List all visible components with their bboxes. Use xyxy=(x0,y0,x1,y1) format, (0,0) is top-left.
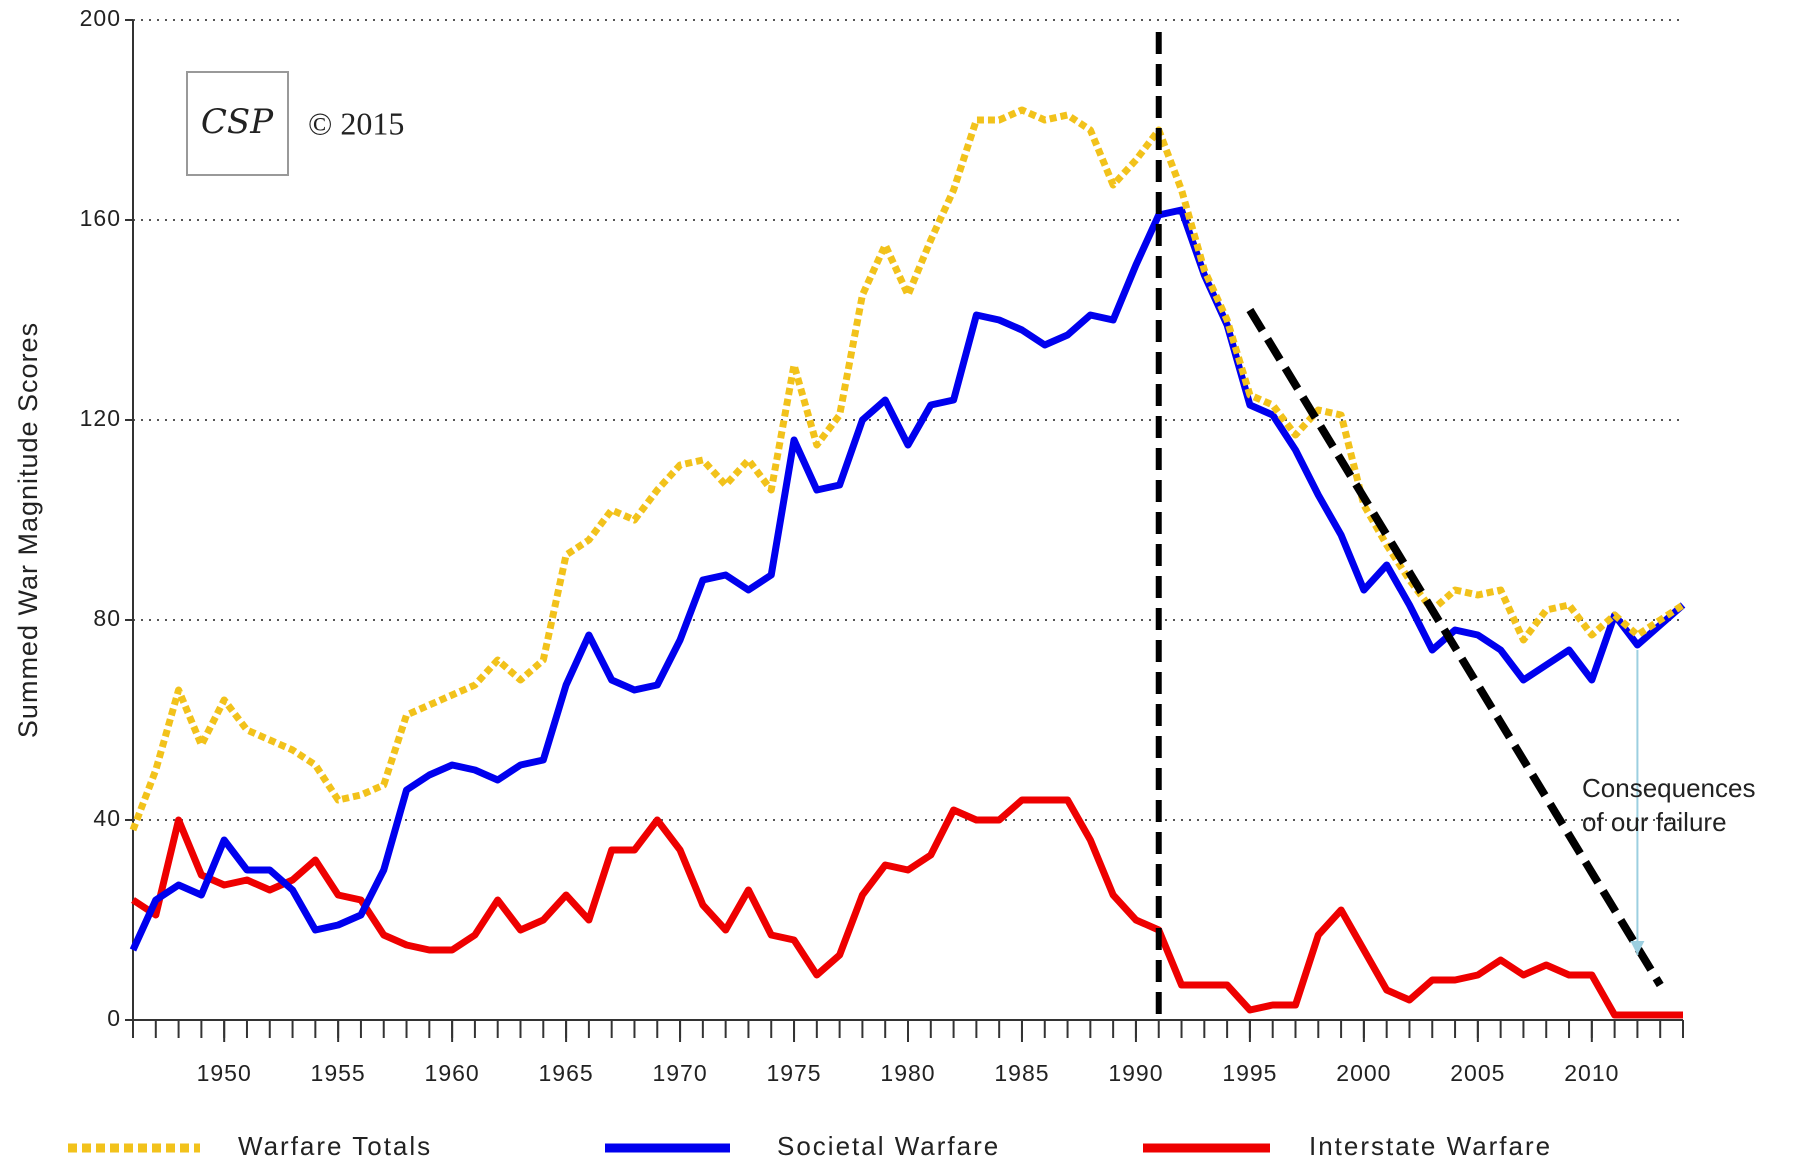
x-tick-label: 1985 xyxy=(994,1060,1049,1086)
copyright: © 2015 xyxy=(308,105,404,141)
y-tick-label: 200 xyxy=(80,5,121,31)
series-line xyxy=(129,106,1685,832)
y-tick-label: 40 xyxy=(93,805,121,831)
annotation: of our failure xyxy=(1582,807,1727,837)
x-tick-label: 1965 xyxy=(539,1060,594,1086)
trend-line xyxy=(1246,307,1664,988)
series-line xyxy=(131,796,1683,1019)
legend-label: Societal Warfare xyxy=(777,1131,1000,1161)
x-tick-label: 1950 xyxy=(197,1060,252,1086)
x-tick-label: 2005 xyxy=(1450,1060,1505,1086)
x-tick-label: 1990 xyxy=(1108,1060,1163,1086)
x-tick-label: 1975 xyxy=(766,1060,821,1086)
x-tick-label: 1970 xyxy=(652,1060,707,1086)
x-tick-label: 1980 xyxy=(880,1060,935,1086)
x-tick-label: 1995 xyxy=(1222,1060,1277,1086)
legend-label: Warfare Totals xyxy=(238,1131,432,1161)
arrow-head xyxy=(1630,941,1645,955)
y-tick-label: 120 xyxy=(80,405,121,431)
logo: CSP xyxy=(201,102,274,142)
y-tick-label: 80 xyxy=(93,605,121,631)
y-tick-label: 0 xyxy=(107,1005,121,1031)
x-tick-label: 1955 xyxy=(311,1060,366,1086)
legend-label: Interstate Warfare xyxy=(1309,1131,1552,1161)
x-tick-label: 2010 xyxy=(1564,1060,1619,1086)
annotation: Consequences xyxy=(1582,773,1755,803)
y-tick-label: 160 xyxy=(80,205,121,231)
series-line xyxy=(129,206,1686,952)
x-tick-label: 2000 xyxy=(1336,1060,1391,1086)
y-axis-label: Summed War Magnitude Scores xyxy=(13,322,43,738)
x-tick-label: 1960 xyxy=(425,1060,480,1086)
logo-box xyxy=(186,71,289,176)
